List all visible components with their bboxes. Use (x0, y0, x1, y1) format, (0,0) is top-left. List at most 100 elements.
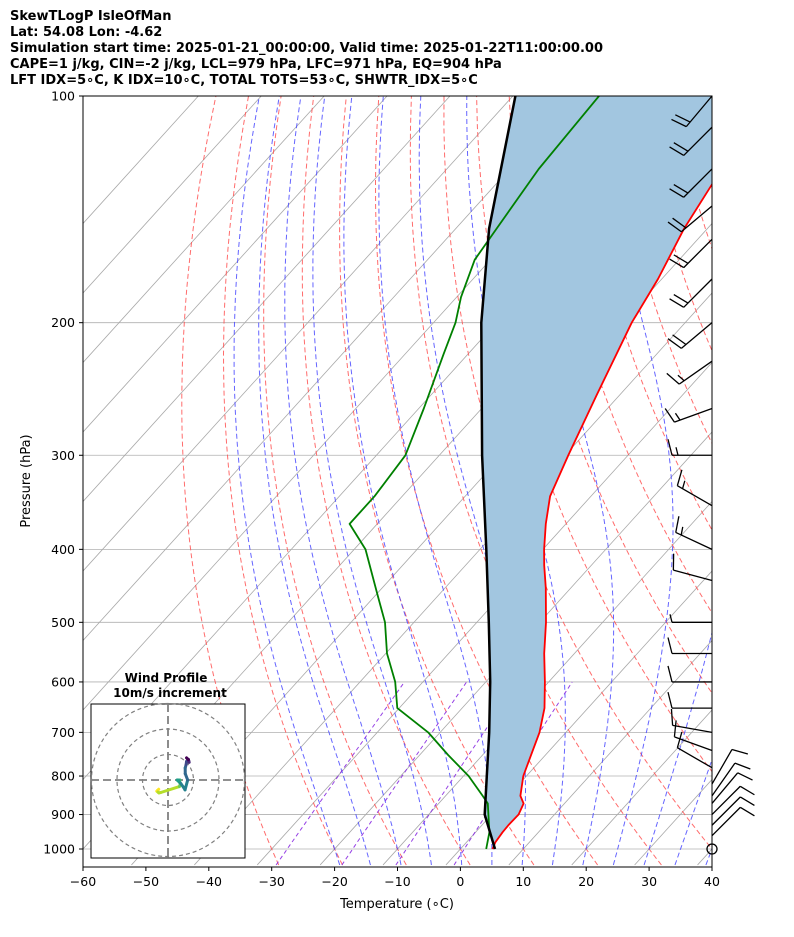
wind-barb (669, 238, 713, 269)
wind-barb (672, 553, 713, 582)
parcel-line (480, 96, 517, 850)
wind-barb (673, 720, 713, 752)
y-tick-label: 1000 (43, 842, 75, 857)
isotherm (83, 96, 514, 572)
x-tick-label: 0 (456, 874, 464, 889)
isotherm (83, 96, 577, 642)
isotherm (256, 361, 712, 866)
wind-barb (676, 469, 713, 507)
y-tick-label: 400 (51, 542, 75, 557)
dry-adiabat (573, 96, 712, 531)
profile-lines (348, 96, 712, 850)
isotherm (83, 96, 262, 294)
y-tick-label: 600 (51, 674, 75, 689)
isotherm (445, 570, 712, 866)
moist-adiabat (674, 758, 712, 866)
wind-barb (671, 95, 713, 128)
inset-subtitle: 10m/s increment (113, 686, 227, 700)
moist-adiabat (737, 96, 794, 865)
cape-line: CAPE=1 j/kg, CIN=-2 j/kg, LCL=979 hPa, L… (10, 57, 502, 72)
wind-barb (667, 665, 712, 683)
chart-title: SkewTLogP IsleOfMan (10, 9, 172, 24)
wind-profile-inset: Wind Profile 10m/s increment (90, 671, 246, 859)
wind-barb (667, 637, 712, 655)
dry-adiabat (222, 96, 343, 866)
dry-adiabat (339, 96, 535, 866)
isotherm (131, 222, 712, 866)
dry-adiabat (606, 96, 712, 445)
x-tick-label: −60 (70, 874, 96, 889)
wind-barb (669, 168, 713, 198)
wind-barb (667, 691, 712, 709)
wind-barb (711, 772, 753, 804)
y-tick-label: 500 (51, 615, 75, 630)
dry-adiabat (541, 96, 712, 614)
moist-adiabat (418, 96, 526, 866)
wind-barb (711, 748, 749, 785)
moist-adiabat (378, 96, 493, 865)
wind-barb (669, 614, 712, 623)
x-axis-ticks: −60 −50 −40 −30 −20 −10 0 10 20 30 40 (70, 867, 720, 889)
mixing-ratio-line (395, 681, 518, 866)
isotherm (83, 96, 451, 503)
dry-adiabat (374, 96, 599, 866)
y-tick-label: 800 (51, 769, 75, 784)
isotherm (760, 96, 794, 865)
isotherm (83, 96, 325, 364)
y-tick-label: 200 (51, 315, 75, 330)
x-tick-label: −50 (133, 874, 159, 889)
x-axis-label: Temperature (∘C) (339, 897, 454, 912)
time-line: Simulation start time: 2025-01-21_00:00:… (10, 41, 603, 56)
hodograph-segment (185, 756, 190, 762)
x-tick-label: 20 (578, 874, 594, 889)
y-tick-label: 100 (51, 89, 75, 104)
wind-barb (711, 785, 755, 816)
x-tick-label: 30 (641, 874, 657, 889)
y-axis-ticks: 1000 900 800 700 600 500 400 300 200 100 (43, 89, 83, 857)
location-line: Lat: 54.08 Lon: -4.62 (10, 25, 163, 40)
moist-adiabat (598, 96, 674, 866)
isotherm (571, 709, 712, 866)
inset-title: Wind Profile (125, 671, 208, 685)
index-line: LFT IDX=5∘C, K IDX=10∘C, TOTAL TOTS=53∘C… (10, 73, 478, 88)
dewpoint-line (348, 96, 600, 850)
hodograph-segment (183, 778, 190, 792)
wind-barb (667, 322, 713, 349)
dry-adiabat (181, 96, 280, 866)
dry-adiabat (704, 96, 712, 130)
isotherm (83, 96, 388, 433)
isotherm (508, 639, 712, 866)
wind-barb (711, 806, 755, 837)
x-tick-label: −10 (384, 874, 410, 889)
wind-barb (669, 126, 713, 157)
y-tick-label: 700 (51, 725, 75, 740)
chart-header: SkewTLogP IsleOfMan Lat: 54.08 Lon: -4.6… (10, 9, 603, 89)
x-tick-label: 40 (704, 874, 720, 889)
wind-barb (666, 360, 713, 385)
wind-barb (675, 516, 713, 550)
wind-barb (667, 205, 713, 233)
hodograph-segment (159, 785, 181, 794)
y-axis-label: Pressure (hPa) (19, 434, 34, 527)
x-tick-label: 10 (515, 874, 531, 889)
y-tick-label: 300 (51, 448, 75, 463)
wind-barb (711, 796, 755, 826)
dry-adiabat (301, 96, 471, 866)
dry-adiabat (770, 96, 794, 865)
moist-adiabat (705, 847, 712, 866)
wind-barb (667, 439, 712, 456)
mixing-ratio-line (341, 681, 468, 866)
moist-adiabat (343, 96, 463, 866)
moist-adiabat (284, 96, 402, 866)
x-tick-label: −30 (259, 874, 285, 889)
wind-barb (676, 731, 713, 769)
wind-barbs (664, 95, 755, 855)
x-tick-label: −20 (321, 874, 347, 889)
isotherm (319, 431, 712, 866)
moist-adiabat (258, 96, 371, 866)
dry-adiabat (737, 96, 794, 865)
moist-adiabat (312, 96, 432, 866)
mixing-ratio-line (275, 681, 405, 866)
y-tick-label: 900 (51, 807, 75, 822)
